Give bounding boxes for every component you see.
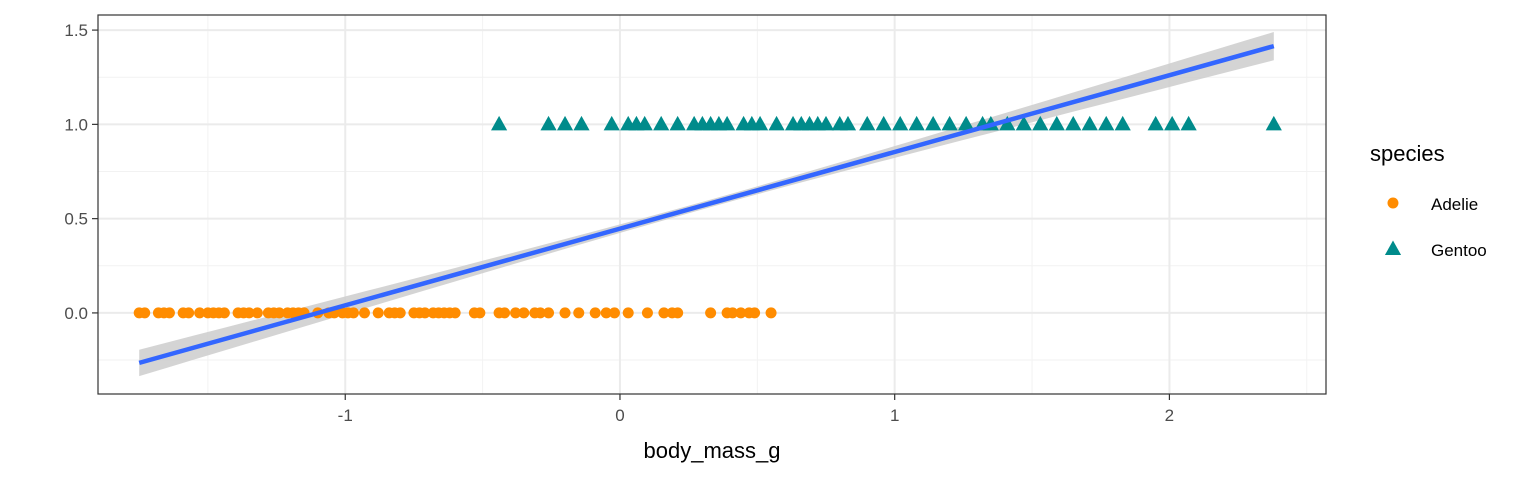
adelie-point <box>139 307 151 319</box>
gentoo-point <box>540 115 557 131</box>
gentoo-point <box>941 115 958 131</box>
legend-key-gentoo <box>1384 240 1402 255</box>
legend-title: species <box>1370 141 1445 166</box>
adelie-point <box>372 307 384 319</box>
adelie-point <box>474 307 486 319</box>
gentoo-point <box>1015 115 1032 131</box>
y-axis-ticks: 0.0 0.5 1.0 1.5 <box>64 21 98 323</box>
legend-key-adelie <box>1387 197 1399 209</box>
adelie-point <box>419 307 431 319</box>
adelie-point <box>183 307 195 319</box>
gentoo-point <box>1164 115 1181 131</box>
x-tick-label: 2 <box>1165 406 1174 425</box>
gentoo-point <box>1180 115 1197 131</box>
gentoo-point <box>636 115 653 131</box>
adelie-point <box>499 307 511 319</box>
gentoo-point <box>999 115 1016 131</box>
adelie-point <box>765 307 777 319</box>
gentoo-point <box>573 115 590 131</box>
adelie-point <box>534 307 546 319</box>
x-tick-label: 0 <box>615 406 624 425</box>
gentoo-point <box>768 115 785 131</box>
adelie-point <box>358 307 370 319</box>
adelie-point <box>194 307 206 319</box>
gentoo-point <box>556 115 574 131</box>
gentoo-point <box>653 115 670 131</box>
y-tick-label: 1.0 <box>64 115 88 134</box>
gentoo-point <box>817 115 835 131</box>
adelie-point <box>347 307 359 319</box>
gentoo-point <box>1114 115 1131 131</box>
legend: species Adelie Gentoo <box>1370 141 1487 260</box>
y-tick-label: 1.5 <box>64 21 88 40</box>
adelie-point <box>543 307 555 319</box>
legend-label-gentoo: Gentoo <box>1431 241 1487 260</box>
gentoo-point <box>1147 115 1164 131</box>
adelie-point <box>163 307 175 319</box>
gentoo-point <box>1032 115 1049 131</box>
adelie-point <box>622 307 634 319</box>
gentoo-point <box>839 115 857 131</box>
adelie-point <box>735 307 747 319</box>
adelie-point <box>672 307 684 319</box>
gentoo-point <box>958 115 975 131</box>
adelie-point <box>749 307 761 319</box>
gentoo-point <box>1065 115 1082 131</box>
legend-items: Adelie Gentoo <box>1384 195 1487 260</box>
gentoo-point <box>491 115 508 131</box>
adelie-point <box>600 307 612 319</box>
x-tick-label: 1 <box>890 406 899 425</box>
adelie-point <box>518 307 530 319</box>
adelie-point <box>218 307 230 319</box>
y-tick-label: 0.5 <box>64 210 88 229</box>
gentoo-point <box>719 115 736 131</box>
gentoo-point <box>925 115 942 131</box>
x-axis-ticks: -1 0 1 2 <box>338 394 1174 425</box>
gentoo-point <box>1098 115 1115 131</box>
y-tick-label: 0.0 <box>64 304 88 323</box>
adelie-point <box>705 307 717 319</box>
regression-line <box>138 43 1275 366</box>
gentoo-point <box>669 115 686 131</box>
gentoo-point <box>859 115 876 131</box>
adelie-point <box>394 307 406 319</box>
panel-border <box>97 14 1327 395</box>
adelie-point <box>573 307 585 319</box>
adelie-point <box>449 307 461 319</box>
gentoo-point <box>875 115 892 131</box>
adelie-point <box>273 307 285 319</box>
gentoo-point <box>1048 115 1065 131</box>
adelie-point <box>510 307 522 319</box>
legend-label-adelie: Adelie <box>1431 195 1478 214</box>
adelie-point <box>251 307 263 319</box>
adelie-point <box>589 307 601 319</box>
adelie-point <box>641 307 653 319</box>
fit-line-layer <box>138 43 1275 366</box>
adelie-point <box>243 307 255 319</box>
adelie-point <box>608 307 620 319</box>
gentoo-point <box>1265 115 1282 131</box>
gentoo-point <box>908 115 925 131</box>
gentoo-point <box>1081 115 1098 131</box>
x-axis-title: body_mass_g <box>644 438 781 463</box>
adelie-point <box>559 307 571 319</box>
adelie-point <box>658 307 670 319</box>
gentoo-point <box>603 115 620 131</box>
gentoo-point <box>892 115 909 131</box>
x-tick-label: -1 <box>338 406 353 425</box>
points-layer <box>133 115 1282 319</box>
gentoo-point <box>752 115 769 131</box>
adelie-point <box>727 307 739 319</box>
